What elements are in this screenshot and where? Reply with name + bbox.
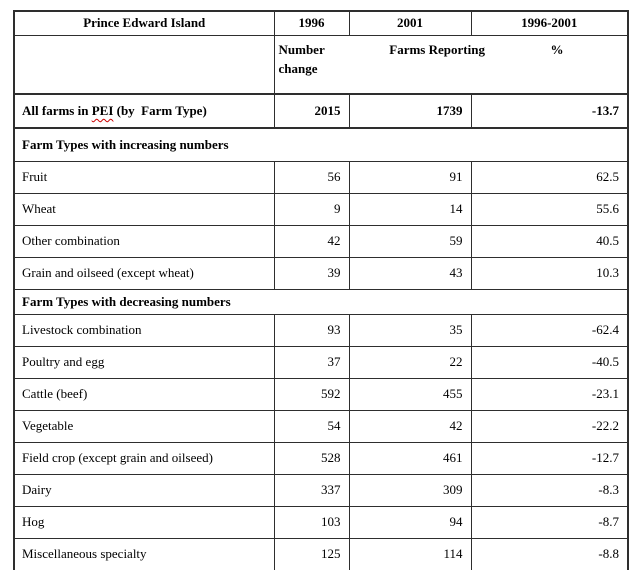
subheader-empty-cell [13, 35, 275, 95]
total-row: All farms in PEI (by Farm Type) 2015 173… [13, 93, 629, 129]
total-1996-cell: 2015 [273, 93, 350, 129]
total-label-cell: All farms in PEI (by Farm Type) [13, 93, 275, 129]
total-label-prefix: All farms in [22, 102, 92, 118]
table-row: Hog 103 94 -8.7 [13, 506, 629, 539]
table-row: Other combination 42 59 40.5 [13, 225, 629, 258]
row-1996-cell: 56 [273, 161, 350, 194]
total-label-suffix: (by Farm Type) [113, 102, 207, 118]
row-label-cell: Other combination [13, 225, 275, 258]
table-row: Poultry and egg 37 22 -40.5 [13, 346, 629, 379]
row-label-cell: Cattle (beef) [13, 378, 275, 411]
row-label-cell: Poultry and egg [13, 346, 275, 379]
subheader-labels: Number change Farms Reporting % [275, 36, 627, 78]
row-label-cell: Grain and oilseed (except wheat) [13, 257, 275, 290]
row-pct-cell: -62.4 [470, 314, 629, 347]
section-title-decreasing: Farm Types with decreasing numbers [13, 289, 629, 315]
row-1996-cell: 125 [273, 538, 350, 570]
row-label-cell: Vegetable [13, 410, 275, 443]
row-label-cell: Dairy [13, 474, 275, 507]
row-pct-cell: -40.5 [470, 346, 629, 379]
section-header-row-increasing: Farm Types with increasing numbers [13, 127, 629, 162]
row-2001-cell: 14 [348, 193, 472, 226]
row-1996-cell: 592 [273, 378, 350, 411]
row-pct-cell: 40.5 [470, 225, 629, 258]
table-row: Wheat 9 14 55.6 [13, 193, 629, 226]
subheader-merged-cell: Number change Farms Reporting % [273, 35, 629, 95]
row-label-cell: Fruit [13, 161, 275, 194]
row-2001-cell: 22 [348, 346, 472, 379]
table-row: Cattle (beef) 592 455 -23.1 [13, 378, 629, 411]
row-pct-cell: 62.5 [470, 161, 629, 194]
table-row: Grain and oilseed (except wheat) 39 43 1… [13, 257, 629, 290]
row-1996-cell: 39 [273, 257, 350, 290]
percent-label: % [550, 42, 564, 57]
total-2001-cell: 1739 [348, 93, 472, 129]
row-label-cell: Livestock combination [13, 314, 275, 347]
row-pct-cell: 10.3 [470, 257, 629, 290]
row-label-cell: Hog [13, 506, 275, 539]
farm-types-table: Prince Edward Island 1996 2001 1996-2001… [13, 10, 629, 570]
row-pct-cell: -8.7 [470, 506, 629, 539]
row-1996-cell: 337 [273, 474, 350, 507]
row-pct-cell: -22.2 [470, 410, 629, 443]
section-header-row-decreasing: Farm Types with decreasing numbers [13, 289, 629, 315]
table-row: Livestock combination 93 35 -62.4 [13, 314, 629, 347]
table-row: Fruit 56 91 62.5 [13, 161, 629, 194]
farms-reporting-label: Farms Reporting [389, 42, 485, 57]
row-pct-cell: 55.6 [470, 193, 629, 226]
row-pct-cell: -23.1 [470, 378, 629, 411]
row-1996-cell: 54 [273, 410, 350, 443]
row-label-cell: Miscellaneous specialty [13, 538, 275, 570]
section-title-increasing: Farm Types with increasing numbers [13, 127, 629, 162]
header-1996-cell: 1996 [273, 10, 350, 36]
table-row: Miscellaneous specialty 125 114 -8.8 [13, 538, 629, 570]
row-pct-cell: -12.7 [470, 442, 629, 475]
row-pct-cell: -8.8 [470, 538, 629, 570]
row-2001-cell: 94 [348, 506, 472, 539]
header-period-cell: 1996-2001 [470, 10, 629, 36]
row-2001-cell: 461 [348, 442, 472, 475]
row-2001-cell: 309 [348, 474, 472, 507]
row-1996-cell: 93 [273, 314, 350, 347]
row-1996-cell: 9 [273, 193, 350, 226]
header-2001-cell: 2001 [348, 10, 472, 36]
row-2001-cell: 42 [348, 410, 472, 443]
table-header-row: Prince Edward Island 1996 2001 1996-2001 [13, 10, 629, 36]
row-2001-cell: 455 [348, 378, 472, 411]
row-1996-cell: 103 [273, 506, 350, 539]
total-pct-cell: -13.7 [470, 93, 629, 129]
row-2001-cell: 114 [348, 538, 472, 570]
row-2001-cell: 91 [348, 161, 472, 194]
row-2001-cell: 59 [348, 225, 472, 258]
row-1996-cell: 42 [273, 225, 350, 258]
row-2001-cell: 43 [348, 257, 472, 290]
table-row: Field crop (except grain and oilseed) 52… [13, 442, 629, 475]
row-label-cell: Wheat [13, 193, 275, 226]
table-row: Vegetable 54 42 -22.2 [13, 410, 629, 443]
row-label-cell: Field crop (except grain and oilseed) [13, 442, 275, 475]
total-label-pei: PEI [91, 102, 114, 118]
row-2001-cell: 35 [348, 314, 472, 347]
row-1996-cell: 37 [273, 346, 350, 379]
row-pct-cell: -8.3 [470, 474, 629, 507]
header-region-cell: Prince Edward Island [13, 10, 275, 36]
table-row: Dairy 337 309 -8.3 [13, 474, 629, 507]
table-subheader-row: Number change Farms Reporting % [13, 35, 629, 95]
number-change-label: Number change [278, 42, 325, 76]
row-1996-cell: 528 [273, 442, 350, 475]
